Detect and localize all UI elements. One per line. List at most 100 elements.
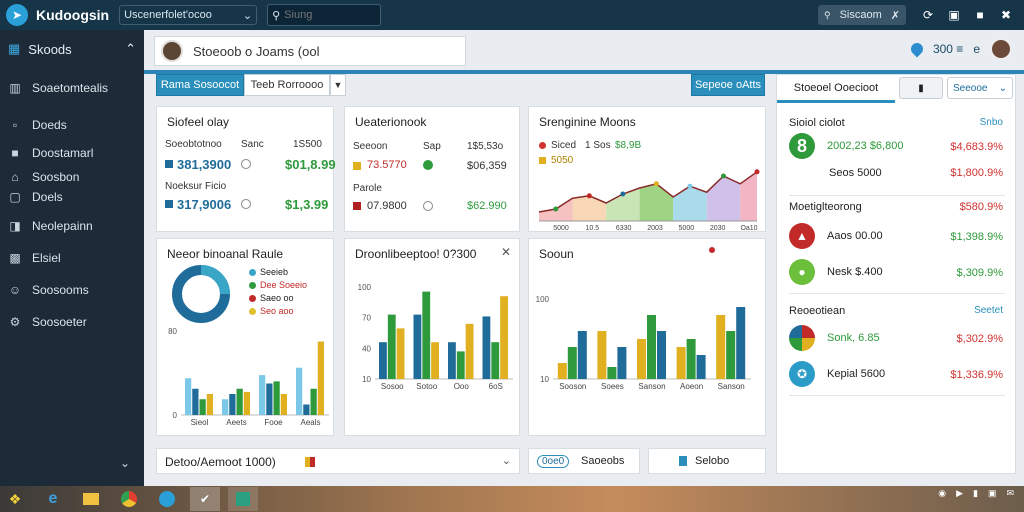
trend-line-chart: 5000 10.5 6330 2003 5000 2030 Oa10	[538, 169, 760, 232]
taskbar-browser[interactable]: e	[38, 487, 68, 511]
sidebar-item-6[interactable]: ▩ Elsiel	[9, 251, 61, 265]
bar	[303, 404, 310, 415]
document-icon	[679, 456, 687, 466]
red-marker	[353, 202, 361, 210]
summary-card-1: Siofeel olay Soeobtotnoo Sanc 1S500 381,…	[156, 106, 336, 232]
workspace-select[interactable]: Uscenerfolet'ocoo ⌄	[119, 5, 258, 25]
x-tick-label: Soees	[601, 382, 624, 391]
bottom-select[interactable]: Detoo/Aemoot 1000) ⌄	[156, 448, 520, 474]
bar	[422, 291, 431, 379]
list-item[interactable]: ▲ Aaos 00.00	[789, 223, 883, 249]
sidebar-item-8[interactable]: ⚙ Soosoeter	[9, 315, 87, 329]
search-box[interactable]: ⚲	[267, 4, 382, 26]
user-avatar[interactable]	[990, 38, 1012, 60]
window-icon[interactable]: ▣	[948, 8, 960, 22]
close-icon[interactable]: ✕	[500, 245, 511, 259]
status-circle	[241, 159, 251, 169]
bottom-status[interactable]: 0oe0 Saoeobs	[528, 448, 640, 474]
list-item[interactable]: ● Nesk $.400	[789, 259, 883, 285]
status-circle	[241, 199, 251, 209]
x-tick-label: Ooo	[454, 382, 470, 391]
chart-icon: ▩	[9, 251, 21, 265]
x-tick-label: 2030	[710, 225, 726, 232]
chevron-down-icon[interactable]: ⌄	[120, 456, 131, 470]
chevron-down-icon: ⌄	[998, 82, 1007, 94]
list-item[interactable]: ✪ Kepial 5600	[789, 361, 885, 387]
area-segment	[706, 176, 741, 221]
bar	[229, 394, 236, 415]
bar	[236, 388, 243, 415]
chevron-down-icon: ⌄	[242, 9, 253, 22]
data-point	[687, 183, 693, 189]
chevron-down-icon[interactable]: ⌄	[501, 455, 511, 467]
x-tick-label: Aoeon	[680, 382, 703, 391]
divider	[789, 195, 1005, 196]
close-icon[interactable]: ✖	[1000, 8, 1012, 22]
chevron-up-icon[interactable]: ⌃	[125, 41, 136, 56]
folder-icon	[83, 493, 99, 505]
list-item[interactable]: Sonk, 6.85	[789, 325, 880, 351]
yellow-marker	[353, 162, 361, 170]
data-point	[553, 206, 559, 212]
sidebar-item-1[interactable]: ▫ Doeds	[0, 112, 144, 138]
sidebar-item-2[interactable]: ■ Doostamarl	[0, 140, 144, 166]
taskbar-app-active[interactable]: ✔	[190, 487, 220, 511]
bar	[482, 316, 491, 379]
page-header: Stoeoob o Joams (ool	[154, 36, 466, 66]
bar	[736, 307, 746, 379]
bar	[607, 367, 617, 379]
status-dot-green	[423, 160, 433, 170]
comparison-card: Droonlibeeptoo! 0?300 ✕ 100 70 40 10 Sosoo So…	[344, 238, 520, 436]
sidebar-item-3[interactable]: ⌂ Soosbon	[0, 167, 144, 187]
bar	[617, 347, 627, 379]
series-card: Sooun 100 10 Sooson Soees Sanson Aoeon Sanson	[528, 238, 766, 436]
bottom-action[interactable]: Selobo	[648, 448, 766, 474]
chrome-icon	[121, 491, 137, 507]
title-bar: ➤ Kudoogsin Uscenerfolet'ocoo ⌄ ⚲ ⚲ Sisc…	[0, 0, 1024, 30]
secondary-filter-button[interactable]: Teeb Rorroooo	[244, 74, 330, 96]
bar	[577, 331, 587, 379]
bar	[273, 381, 280, 415]
taskbar-folder[interactable]	[76, 487, 106, 511]
bar	[379, 342, 387, 379]
search-icon: ⚲	[272, 9, 281, 22]
sidebar-item-0[interactable]: ▥ Soaetomtealis	[9, 81, 109, 95]
filter-dropdown[interactable]: ▼	[330, 74, 346, 96]
windows-icon: ❖	[8, 490, 22, 507]
taskbar-app[interactable]	[152, 487, 182, 511]
notification-icon[interactable]: ▣	[987, 488, 997, 498]
bar	[206, 394, 213, 415]
network-icon[interactable]: ◉	[938, 488, 947, 498]
avatar	[161, 40, 183, 62]
save-icon[interactable]: ■	[976, 8, 984, 22]
book-icon: ▢	[9, 190, 21, 204]
start-button[interactable]: ❖	[0, 487, 30, 511]
search-input[interactable]	[284, 9, 371, 21]
taskbar-app-2[interactable]	[228, 487, 258, 511]
message-icon[interactable]: ✉	[1006, 488, 1014, 498]
y-tick-label: 10	[362, 375, 371, 384]
file-icon: ■	[11, 146, 19, 160]
top-search-pill[interactable]: ⚲ Siscaom ✗	[818, 5, 906, 25]
refresh-icon[interactable]: ⟳	[922, 8, 934, 22]
filter-select[interactable]: Seeooe ⌄	[947, 77, 1013, 99]
area-segment	[673, 186, 707, 221]
battery-icon[interactable]: ▮	[972, 488, 978, 498]
tab-active[interactable]: Stoeoel Ooecioot	[777, 75, 895, 103]
sidebar-item-7[interactable]: ☺ Soosooms	[8, 283, 89, 297]
apply-button[interactable]: Sepeoe oAtts	[691, 74, 765, 96]
sidebar-item-5[interactable]: ◨ Neolepainn	[9, 219, 93, 233]
building-icon: ▥	[9, 81, 21, 95]
donut-chart	[172, 265, 230, 323]
toggle-button[interactable]: ▮	[899, 77, 943, 99]
bar	[726, 331, 736, 379]
summary-card-2: Ueaterionook Seeoon Sap 1$5,53o 73.5770 …	[344, 106, 520, 232]
sidebar-item-4[interactable]: ▢ Doels	[9, 190, 63, 204]
taskbar-chrome[interactable]	[114, 487, 144, 511]
sidebar-header[interactable]: ▦ Skoods ⌃	[8, 41, 136, 57]
data-point	[720, 173, 726, 179]
header-badge: 300 ≡	[932, 42, 964, 56]
list-item[interactable]: 8 2002,23 $6,800	[789, 133, 903, 159]
primary-filter-button[interactable]: Rama Sosoocot	[156, 74, 244, 96]
volume-icon[interactable]: ▶	[956, 488, 963, 498]
